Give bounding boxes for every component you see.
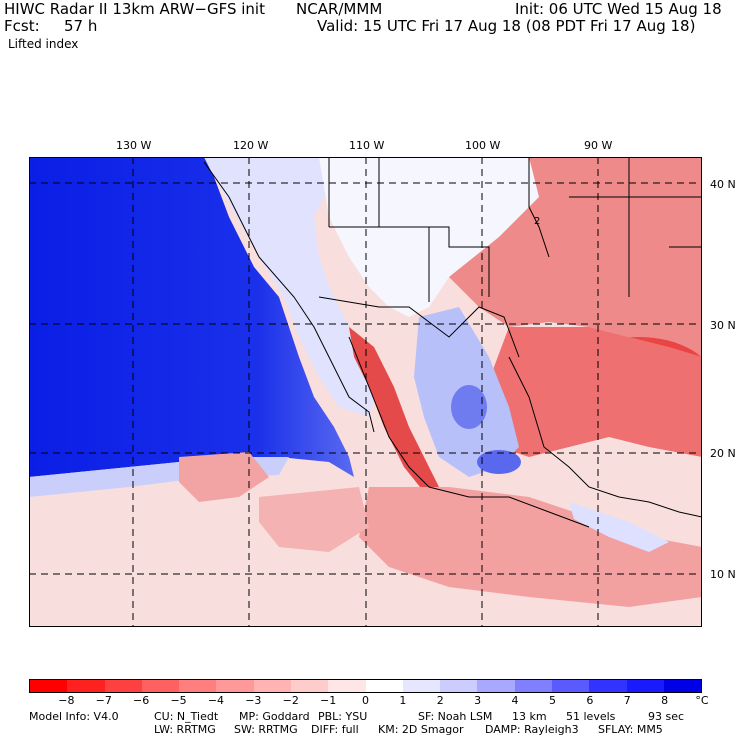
lat-label-20n: 20 N — [710, 447, 736, 460]
footer-lw: LW: RRTMG — [154, 723, 216, 736]
coastal-transition-region — [204, 157, 374, 417]
colorbar-tick-label: 2 — [436, 694, 444, 707]
sierra-madre-unstable — [349, 327, 439, 492]
colorbar-segment — [328, 680, 366, 692]
colorbar-tick-label: −8 — [58, 694, 75, 707]
colorbar-segment — [514, 680, 552, 692]
colorbar-tick-label: −4 — [207, 694, 225, 707]
map-svg: 2 — [29, 157, 702, 627]
footer-mp: MP: Goddard — [239, 710, 310, 723]
lat-lon-grid — [29, 157, 702, 627]
colorbar-tick-label: 6 — [586, 694, 594, 707]
colorbar-segment — [216, 680, 254, 692]
colorbar-segment — [290, 680, 329, 692]
lat-label-40n: 40 N — [710, 178, 736, 191]
colorbar-tick-label: 5 — [548, 694, 556, 707]
colorbar-tick-label: 7 — [623, 694, 631, 707]
us-mexico-border — [318, 296, 520, 358]
pacific-unstable-patch-2 — [259, 487, 369, 552]
footer-cu: CU: N_Tiedt — [154, 710, 219, 723]
western-state-lines — [328, 157, 490, 302]
colorbar-tick-label: −7 — [95, 694, 112, 707]
footer-damp: DAMP: Rayleigh3 — [485, 723, 579, 736]
stable-ocean-region — [29, 157, 354, 477]
footer-timestep: 93 sec — [648, 710, 685, 723]
central-mexico-stable-core — [477, 450, 521, 474]
lat-label-30n: 30 N — [710, 319, 736, 332]
colorbar-tick-label: 1 — [399, 694, 407, 707]
footer-sw: SW: RRTMG — [234, 723, 298, 736]
central-state-lines — [528, 157, 702, 297]
colorbar-tick-label: −5 — [170, 694, 187, 707]
colorbar-segment — [179, 680, 217, 692]
lat-label-10n: 10 N — [710, 568, 736, 581]
pacific-unstable-patch — [179, 452, 269, 502]
footer-resolution: 13 km — [512, 710, 547, 723]
footer-levels: 51 levels — [566, 710, 616, 723]
colorbar-tick-label: −1 — [320, 694, 337, 707]
colorbar-segment — [104, 680, 142, 692]
colorbar-segment — [551, 680, 590, 692]
lon-label-100w: 100 W — [465, 139, 501, 152]
colorbar-segment — [365, 680, 403, 692]
colorbar-segment — [67, 680, 105, 692]
footer-diff: DIFF: full — [311, 723, 359, 736]
gulf-coastline — [508, 356, 702, 518]
central-america-stable — [569, 502, 669, 552]
lifted-index-colorbar — [29, 679, 702, 693]
footer-sflay: SFLAY: MM5 — [598, 723, 663, 736]
colorbar-tick-label: 0 — [362, 694, 369, 707]
colorbar-segment — [440, 680, 478, 692]
lon-label-120w: 120 W — [233, 139, 269, 152]
field-name: Lifted index — [8, 37, 79, 51]
colorbar-segment — [477, 680, 515, 692]
contour-label: 2 — [534, 216, 540, 227]
lifted-index-map: 2 — [29, 157, 702, 627]
colorbar-tick-label: −3 — [245, 694, 262, 707]
model-title: HIWC Radar II 13km ARW−GFS init — [4, 0, 265, 18]
political-borders — [203, 157, 702, 528]
valid-time: Valid: 15 UTC Fri 17 Aug 18 (08 PDT Fri … — [317, 17, 696, 35]
map-frame — [29, 157, 702, 627]
init-time: Init: 06 UTC Wed 15 Aug 18 — [515, 0, 722, 18]
colorbar-tick-label: 8 — [661, 694, 669, 707]
footer-pbl: PBL: YSU — [318, 710, 368, 723]
lon-label-110w: 110 W — [349, 139, 385, 152]
lon-label-130w: 130 W — [116, 139, 152, 152]
gulf-region — [484, 327, 702, 457]
mexico-pacific-coastline — [348, 336, 590, 528]
lon-label-90w: 90 W — [584, 139, 613, 152]
eastern-us-unstable — [449, 157, 702, 357]
colorbar-segment — [626, 680, 664, 692]
colorbar-segment — [30, 680, 68, 692]
colorbar-tick-label: 3 — [474, 694, 482, 707]
fcst-label: Fcst: — [4, 17, 40, 35]
footer-km: KM: 2D Smagor — [378, 723, 464, 736]
colorbar-tick-label: −6 — [133, 694, 150, 707]
colorbar-segment — [253, 680, 291, 692]
colorbar-tick-label: 4 — [511, 694, 519, 707]
colorbar-segment — [589, 680, 627, 692]
footer-model-info: Model Info: V4.0 — [29, 710, 119, 723]
footer-sf: SF: Noah LSM — [418, 710, 493, 723]
colorbar-segment — [402, 680, 441, 692]
east-pacific-unstable — [359, 487, 702, 607]
pacific-coastline — [203, 161, 375, 433]
fcst-value: 57 h — [64, 17, 98, 35]
plateau-stable-core — [451, 385, 487, 429]
colorbar-tick-label: −2 — [282, 694, 299, 707]
org-label: NCAR/MMM — [296, 0, 383, 18]
colorbar-segment — [663, 680, 702, 692]
colorbar-unit: °C — [695, 694, 709, 707]
colorbar-segment — [141, 680, 180, 692]
